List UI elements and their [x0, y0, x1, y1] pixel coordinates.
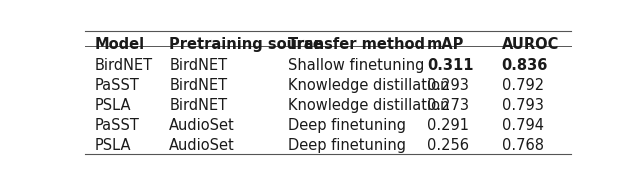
Text: mAP: mAP	[428, 37, 465, 52]
Text: BirdNET: BirdNET	[169, 58, 227, 73]
Text: Knowledge distillation: Knowledge distillation	[288, 78, 450, 93]
Text: 0.273: 0.273	[428, 98, 469, 113]
Text: AUROC: AUROC	[502, 37, 559, 52]
Text: 0.768: 0.768	[502, 138, 543, 153]
Text: AudioSet: AudioSet	[169, 138, 235, 153]
Text: Deep finetuning: Deep finetuning	[288, 118, 406, 133]
Text: BirdNET: BirdNET	[169, 98, 227, 113]
Text: 0.311: 0.311	[428, 58, 474, 73]
Text: Shallow finetuning: Shallow finetuning	[288, 58, 425, 73]
Text: 0.792: 0.792	[502, 78, 544, 93]
Text: PaSST: PaSST	[95, 118, 140, 133]
Text: PSLA: PSLA	[95, 138, 131, 153]
Text: 0.794: 0.794	[502, 118, 543, 133]
Text: BirdNET: BirdNET	[169, 78, 227, 93]
Text: 0.256: 0.256	[428, 138, 469, 153]
Text: 0.793: 0.793	[502, 98, 543, 113]
Text: 0.293: 0.293	[428, 78, 469, 93]
Text: Deep finetuning: Deep finetuning	[288, 138, 406, 153]
Text: Transfer method: Transfer method	[288, 37, 426, 52]
Text: 0.836: 0.836	[502, 58, 548, 73]
Text: Pretraining source: Pretraining source	[169, 37, 323, 52]
Text: Knowledge distillation: Knowledge distillation	[288, 98, 450, 113]
Text: BirdNET: BirdNET	[95, 58, 153, 73]
Text: 0.291: 0.291	[428, 118, 469, 133]
Text: PaSST: PaSST	[95, 78, 140, 93]
Text: Model: Model	[95, 37, 145, 52]
Text: PSLA: PSLA	[95, 98, 131, 113]
Text: AudioSet: AudioSet	[169, 118, 235, 133]
